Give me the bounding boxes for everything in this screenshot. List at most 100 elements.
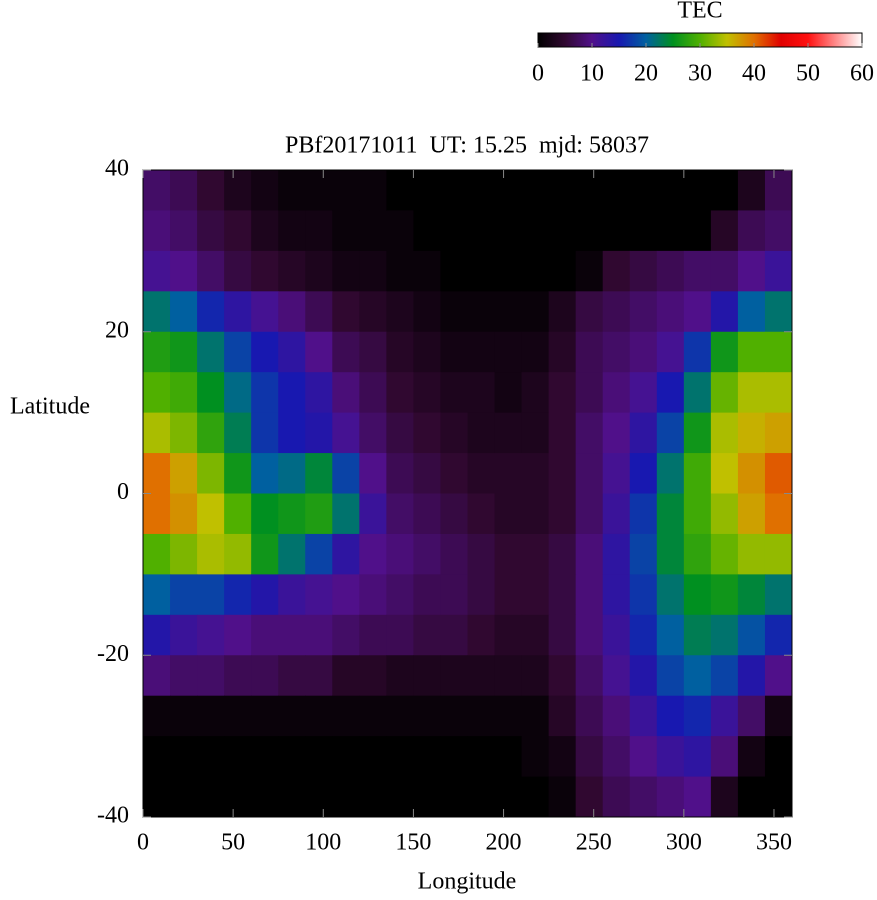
- heat-cell: [494, 170, 523, 211]
- heat-cell: [764, 533, 793, 575]
- heat-cell: [683, 291, 712, 333]
- x-tick-label: 300: [666, 830, 702, 856]
- heat-cell: [359, 614, 387, 656]
- heat-cell: [251, 412, 279, 454]
- heat-cell: [413, 533, 441, 575]
- heat-cell: [251, 170, 279, 211]
- heat-cell: [170, 574, 198, 616]
- heat-cell: [521, 250, 550, 292]
- heat-cell: [197, 533, 225, 575]
- heat-cell: [386, 210, 414, 252]
- heat-cell: [629, 412, 658, 454]
- heat-cell: [197, 372, 225, 414]
- heat-cell: [332, 170, 360, 211]
- heat-cell: [278, 372, 306, 414]
- x-tick-label: 50: [221, 830, 245, 856]
- heat-cell: [170, 331, 198, 373]
- heat-cell: [332, 533, 360, 575]
- heat-cell: [656, 291, 685, 333]
- heat-cell: [143, 331, 171, 373]
- heat-cell: [629, 533, 658, 575]
- heat-cell: [278, 614, 306, 656]
- heat-cell: [656, 574, 685, 616]
- heat-cell: [467, 736, 496, 778]
- heat-cell: [521, 655, 550, 697]
- heat-cell: [197, 453, 225, 494]
- heat-cell: [170, 776, 198, 818]
- heat-cell: [548, 372, 577, 414]
- heat-cell: [548, 170, 577, 211]
- heat-cell: [278, 291, 306, 333]
- heat-cell: [251, 776, 279, 818]
- heat-cell: [575, 210, 604, 252]
- heat-cell: [764, 776, 793, 818]
- heat-cell: [683, 736, 712, 778]
- heat-cell: [629, 776, 658, 818]
- heat-cell: [548, 291, 577, 333]
- heat-cell: [467, 655, 496, 697]
- colorbar-title: TEC: [677, 0, 722, 24]
- heat-cell: [413, 695, 441, 737]
- colorbar-tick-label: 50: [796, 61, 820, 87]
- heat-cell: [251, 331, 279, 373]
- heat-cell: [413, 372, 441, 414]
- heat-cell: [548, 736, 577, 778]
- heat-cell: [737, 533, 766, 575]
- heat-cell: [575, 493, 604, 535]
- heat-cell: [656, 614, 685, 656]
- heat-cell: [440, 412, 468, 454]
- heat-cell: [386, 574, 414, 616]
- heat-cell: [251, 614, 279, 656]
- heat-cell: [656, 655, 685, 697]
- heat-cell: [467, 453, 496, 494]
- heat-cell: [575, 533, 604, 575]
- heat-cell: [224, 331, 252, 373]
- heat-cell: [143, 776, 171, 818]
- heat-cell: [170, 736, 198, 778]
- x-tick-label: 350: [756, 830, 792, 856]
- heat-cell: [359, 493, 387, 535]
- heat-cell: [332, 372, 360, 414]
- heat-cell: [710, 736, 739, 778]
- heat-cell: [251, 533, 279, 575]
- heat-cell: [440, 331, 468, 373]
- heat-cell: [359, 574, 387, 616]
- colorbar-tick-label: 30: [688, 61, 712, 87]
- heat-cell: [494, 695, 523, 737]
- heat-cell: [548, 533, 577, 575]
- heat-cell: [737, 453, 766, 494]
- heat-cell: [467, 614, 496, 656]
- heat-cell: [737, 372, 766, 414]
- heat-cell: [494, 210, 523, 252]
- heat-cell: [332, 655, 360, 697]
- heat-cell: [656, 210, 685, 252]
- heat-cell: [143, 533, 171, 575]
- heat-cell: [170, 695, 198, 737]
- heat-cell: [440, 695, 468, 737]
- heat-cell: [494, 614, 523, 656]
- heat-cell: [278, 736, 306, 778]
- heat-cell: [332, 412, 360, 454]
- heat-cell: [494, 412, 523, 454]
- heat-cell: [521, 372, 550, 414]
- heat-cell: [575, 250, 604, 292]
- heat-cell: [602, 453, 631, 494]
- heat-cell: [602, 574, 631, 616]
- heat-cell: [386, 372, 414, 414]
- heat-cell: [197, 574, 225, 616]
- y-axis-label: Latitude: [10, 394, 90, 420]
- heat-cell: [710, 695, 739, 737]
- heat-cell: [224, 776, 252, 818]
- heat-cell: [656, 412, 685, 454]
- heat-cell: [143, 614, 171, 656]
- heat-cell: [494, 736, 523, 778]
- heat-cell: [305, 170, 333, 211]
- heat-cell: [629, 170, 658, 211]
- heat-cell: [413, 776, 441, 818]
- heat-cell: [305, 655, 333, 697]
- heat-cell: [440, 493, 468, 535]
- heat-cell: [521, 453, 550, 494]
- heat-cell: [575, 776, 604, 818]
- heat-cell: [629, 291, 658, 333]
- heat-cell: [467, 412, 496, 454]
